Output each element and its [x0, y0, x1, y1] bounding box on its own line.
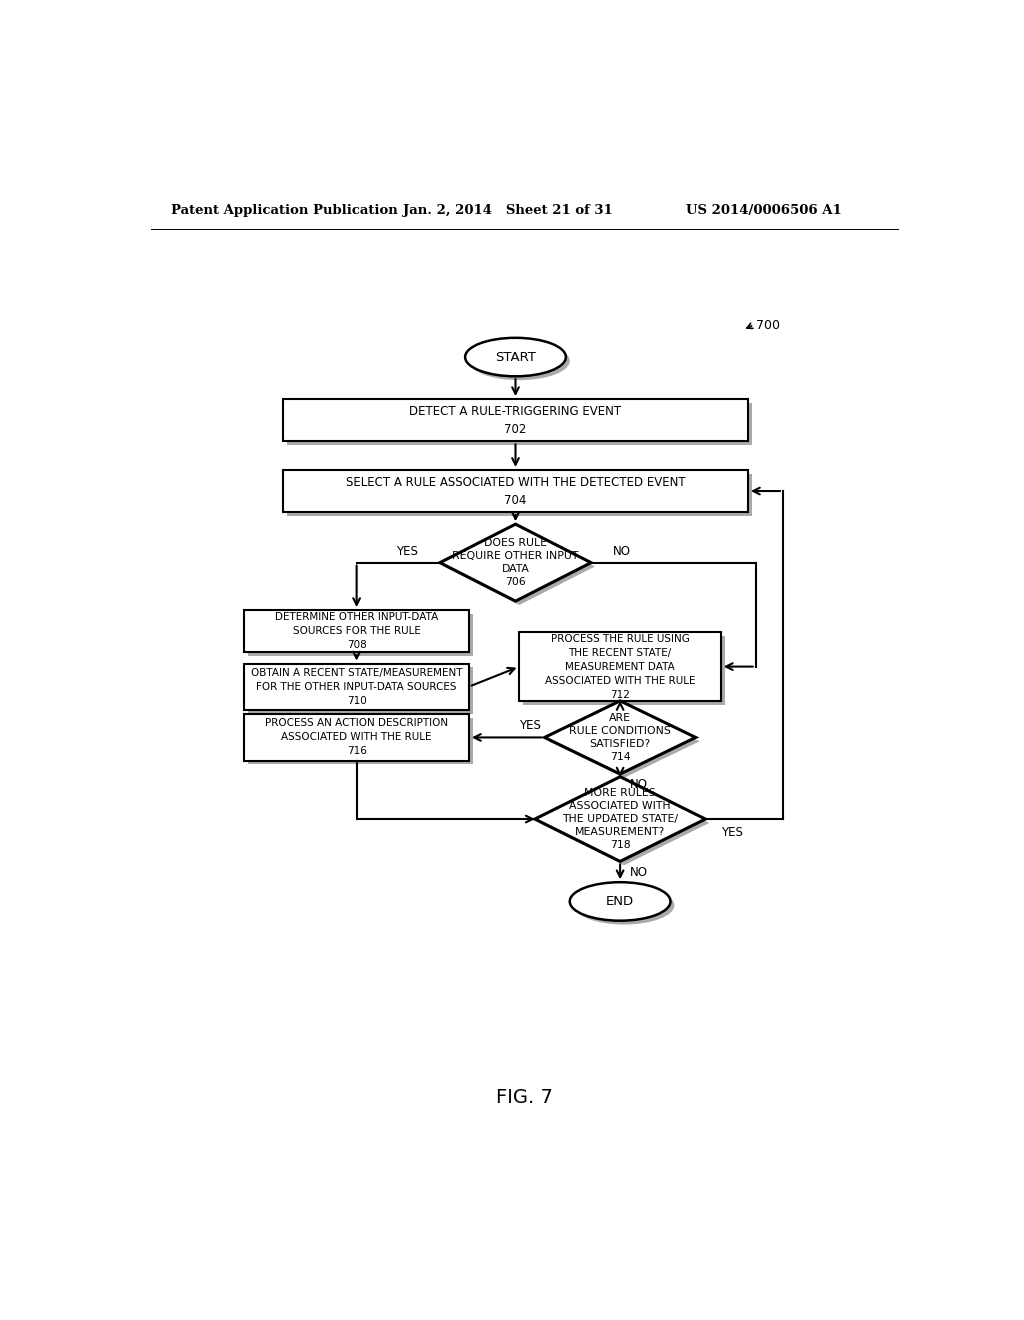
- Text: 700: 700: [756, 319, 779, 333]
- FancyBboxPatch shape: [283, 399, 748, 441]
- Polygon shape: [549, 705, 699, 777]
- Text: NO: NO: [630, 779, 647, 791]
- FancyBboxPatch shape: [248, 614, 473, 656]
- Ellipse shape: [469, 342, 569, 380]
- FancyBboxPatch shape: [287, 403, 752, 445]
- FancyBboxPatch shape: [523, 636, 725, 705]
- Text: OBTAIN A RECENT STATE/MEASUREMENT
FOR THE OTHER INPUT-DATA SOURCES
710: OBTAIN A RECENT STATE/MEASUREMENT FOR TH…: [251, 668, 463, 706]
- Text: YES: YES: [721, 826, 742, 840]
- Polygon shape: [539, 780, 710, 866]
- Text: DOES RULE
REQUIRE OTHER INPUT
DATA
706: DOES RULE REQUIRE OTHER INPUT DATA 706: [453, 537, 579, 587]
- Ellipse shape: [573, 886, 675, 924]
- Text: NO: NO: [612, 545, 631, 558]
- FancyBboxPatch shape: [287, 474, 752, 516]
- Text: Jan. 2, 2014   Sheet 21 of 31: Jan. 2, 2014 Sheet 21 of 31: [403, 205, 613, 218]
- Text: PROCESS THE RULE USING
THE RECENT STATE/
MEASUREMENT DATA
ASSOCIATED WITH THE RU: PROCESS THE RULE USING THE RECENT STATE/…: [545, 634, 695, 700]
- FancyBboxPatch shape: [248, 668, 473, 714]
- Polygon shape: [545, 701, 695, 774]
- FancyBboxPatch shape: [283, 470, 748, 512]
- Polygon shape: [440, 524, 591, 601]
- Text: NO: NO: [630, 866, 647, 879]
- Text: PROCESS AN ACTION DESCRIPTION
ASSOCIATED WITH THE RULE
716: PROCESS AN ACTION DESCRIPTION ASSOCIATED…: [265, 718, 449, 756]
- Text: Patent Application Publication: Patent Application Publication: [171, 205, 397, 218]
- FancyBboxPatch shape: [245, 610, 469, 652]
- FancyBboxPatch shape: [245, 714, 469, 760]
- Text: DETECT A RULE-TRIGGERING EVENT
702: DETECT A RULE-TRIGGERING EVENT 702: [410, 405, 622, 436]
- Text: FIG. 7: FIG. 7: [497, 1088, 553, 1107]
- Text: SELECT A RULE ASSOCIATED WITH THE DETECTED EVENT
704: SELECT A RULE ASSOCIATED WITH THE DETECT…: [346, 475, 685, 507]
- Text: YES: YES: [396, 545, 418, 558]
- Text: ARE
RULE CONDITIONS
SATISFIED?
714: ARE RULE CONDITIONS SATISFIED? 714: [569, 713, 671, 762]
- Text: MORE RULES
ASSOCIATED WITH
THE UPDATED STATE/
MEASUREMENT?
718: MORE RULES ASSOCIATED WITH THE UPDATED S…: [562, 788, 678, 850]
- FancyBboxPatch shape: [245, 664, 469, 710]
- Text: START: START: [495, 351, 536, 363]
- Polygon shape: [443, 528, 595, 605]
- FancyBboxPatch shape: [248, 718, 473, 764]
- Polygon shape: [535, 776, 706, 862]
- Ellipse shape: [465, 338, 566, 376]
- Ellipse shape: [569, 882, 671, 921]
- Text: END: END: [606, 895, 634, 908]
- Text: US 2014/0006506 A1: US 2014/0006506 A1: [686, 205, 842, 218]
- Text: YES: YES: [519, 718, 541, 731]
- FancyBboxPatch shape: [519, 632, 721, 701]
- Text: DETERMINE OTHER INPUT-DATA
SOURCES FOR THE RULE
708: DETERMINE OTHER INPUT-DATA SOURCES FOR T…: [275, 612, 438, 651]
